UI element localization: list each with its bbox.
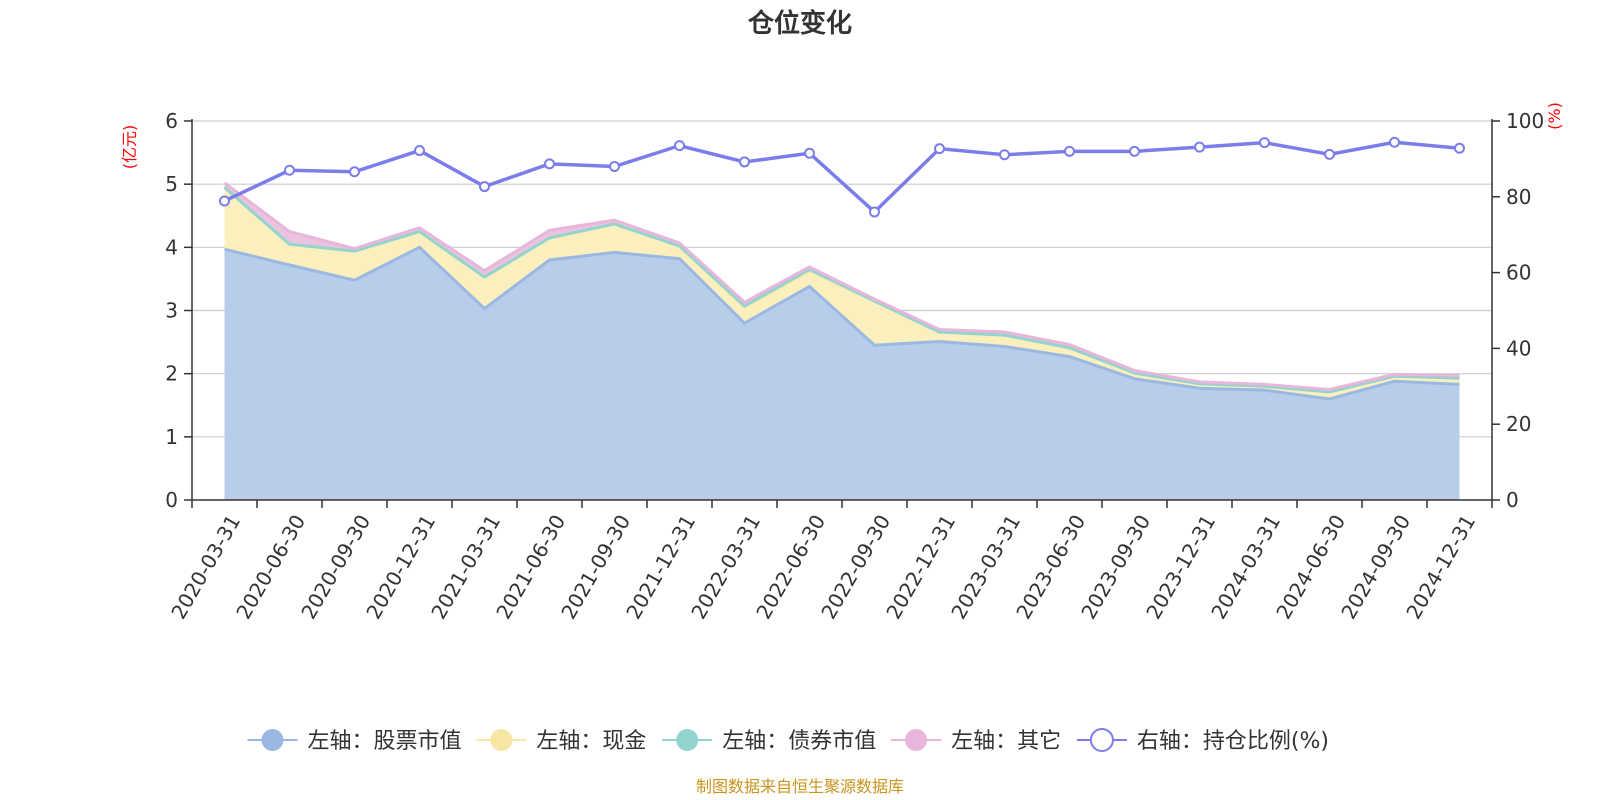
legend-marker [261,729,284,751]
legend-label: 左轴：债券市值 [722,729,876,754]
ratio-point [739,156,750,168]
ratio-point [869,206,880,218]
legend-marker [1089,728,1114,752]
ratio-point [1324,148,1335,160]
right-axis-tick-label: 0 [1506,488,1519,512]
right-axis-tick-label: 100 [1506,109,1544,133]
ratio-point [609,160,620,172]
legend-label: 右轴：持仓比例(%) [1137,729,1329,754]
ratio-point [1194,141,1205,153]
right-axis-tick-label: 60 [1506,261,1531,285]
legend-marker [676,729,699,751]
legend-item: 左轴：现金 [476,729,646,754]
stacked-areas [223,181,1460,501]
legend-item: 右轴：持仓比例(%) [1076,728,1329,754]
legend: 左轴：股票市值 左轴：现金 左轴：债券市值 左轴：其它 右轴：持仓比例(%) [247,728,1329,754]
ratio-point [479,181,490,193]
ratio-point [349,166,360,178]
area-line-左轴：股票市值 [224,245,1460,401]
legend-item: 左轴：债券市值 [662,729,876,754]
chart-title: 仓位变化 [747,8,852,39]
legend-label: 左轴：其它 [951,729,1061,754]
right-axis-unit: (%) [1545,102,1564,130]
ratio-point [1129,145,1140,157]
left-axis-tick-label: 1 [165,425,178,449]
left-axis-tick-label: 6 [165,109,178,133]
legend-marker [905,729,928,751]
legend-item: 左轴：股票市值 [247,729,461,754]
left-axis-tick-label: 3 [165,299,178,323]
left-axis-unit: (亿元) [120,125,139,170]
legend-marker [490,729,513,751]
area-line-左轴：其它 [223,181,1460,391]
area-左轴：股票市值 [224,247,1460,500]
ratio-line-path [223,140,1460,215]
ratio-point [1389,136,1400,148]
left-axis-tick-label: 5 [165,172,178,196]
area-line-左轴：债券市值 [223,186,1460,394]
left-axis-tick-label: 2 [165,362,178,386]
x-axis-tick-label: 2024-12-31 [1401,511,1480,624]
legend-label: 左轴：股票市值 [307,729,461,754]
right-axis-tick-label: 40 [1506,336,1531,360]
left-axis-tick-label: 0 [165,488,178,512]
ratio-point [1064,145,1075,157]
ratio-point [674,140,685,152]
ratio-point [544,158,555,170]
ratio-point [804,147,815,159]
right-axis-tick-label: 80 [1506,185,1531,209]
left-axis-tick-label: 4 [165,235,178,259]
legend-item: 左轴：其它 [891,729,1061,754]
ratio-point [999,149,1010,161]
ratio-point [219,195,230,207]
source-note: 制图数据来自恒生聚源数据库 [696,777,904,796]
legend-label: 左轴：现金 [536,729,646,754]
ratio-point [414,145,425,157]
ratio-point [934,143,945,155]
ratio-point [1454,142,1465,154]
holding-ratio-line [219,136,1465,218]
right-axis-tick-label: 20 [1506,412,1531,436]
ratio-point [1259,137,1270,149]
ratio-point [284,164,295,176]
